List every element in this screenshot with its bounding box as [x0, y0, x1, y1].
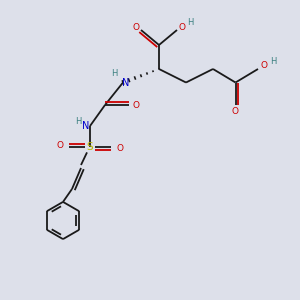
Text: O: O	[56, 141, 64, 150]
Text: N: N	[122, 78, 129, 88]
Text: H: H	[111, 69, 118, 78]
Text: O: O	[116, 144, 124, 153]
Text: O: O	[179, 22, 186, 32]
Text: O: O	[260, 61, 268, 70]
Text: N: N	[82, 121, 89, 131]
Text: O: O	[232, 106, 239, 116]
Text: S: S	[87, 142, 93, 152]
Text: O: O	[132, 100, 139, 109]
Text: H: H	[270, 57, 276, 66]
Text: H: H	[187, 18, 194, 27]
Text: H: H	[75, 117, 81, 126]
Text: O: O	[132, 22, 139, 32]
